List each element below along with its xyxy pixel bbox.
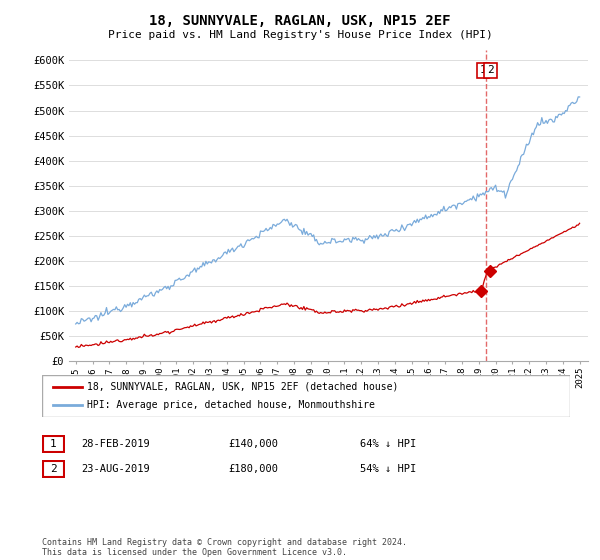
Text: 54% ↓ HPI: 54% ↓ HPI <box>360 464 416 474</box>
Text: 28-FEB-2019: 28-FEB-2019 <box>81 439 150 449</box>
Text: Contains HM Land Registry data © Crown copyright and database right 2024.
This d: Contains HM Land Registry data © Crown c… <box>42 538 407 557</box>
Text: 2: 2 <box>487 66 494 76</box>
Text: £140,000: £140,000 <box>228 439 278 449</box>
Text: HPI: Average price, detached house, Monmouthshire: HPI: Average price, detached house, Monm… <box>87 400 375 410</box>
Text: 2: 2 <box>50 464 57 474</box>
Text: 1: 1 <box>50 439 57 449</box>
Text: 1: 1 <box>479 66 486 76</box>
Text: 18, SUNNYVALE, RAGLAN, USK, NP15 2EF: 18, SUNNYVALE, RAGLAN, USK, NP15 2EF <box>149 14 451 28</box>
Text: 18, SUNNYVALE, RAGLAN, USK, NP15 2EF (detached house): 18, SUNNYVALE, RAGLAN, USK, NP15 2EF (de… <box>87 382 398 392</box>
Text: £180,000: £180,000 <box>228 464 278 474</box>
Text: Price paid vs. HM Land Registry's House Price Index (HPI): Price paid vs. HM Land Registry's House … <box>107 30 493 40</box>
Text: 64% ↓ HPI: 64% ↓ HPI <box>360 439 416 449</box>
FancyBboxPatch shape <box>42 375 570 417</box>
FancyBboxPatch shape <box>43 436 64 452</box>
FancyBboxPatch shape <box>43 461 64 477</box>
Text: 23-AUG-2019: 23-AUG-2019 <box>81 464 150 474</box>
